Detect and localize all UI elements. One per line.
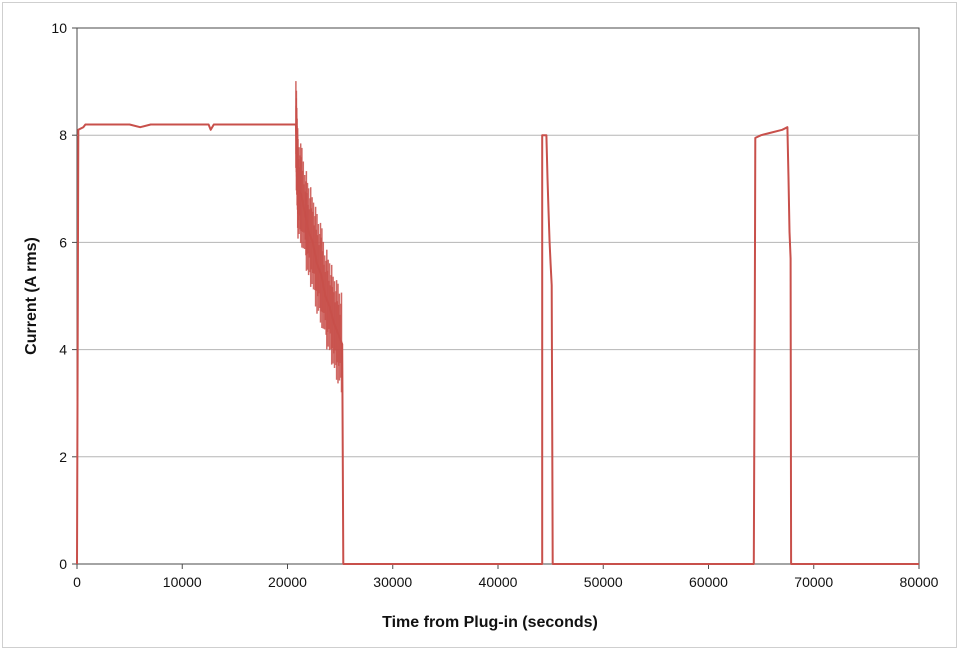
x-tick-label: 40000 xyxy=(479,574,518,590)
y-tick-label: 4 xyxy=(59,342,67,358)
y-tick-labels: 0 2 4 6 8 10 xyxy=(51,20,77,572)
y-tick-label: 10 xyxy=(51,20,67,36)
x-tick-label: 60000 xyxy=(689,574,728,590)
x-tick-label: 10000 xyxy=(163,574,202,590)
series-group xyxy=(76,81,919,565)
x-tick-label: 0 xyxy=(73,574,81,590)
plot-area xyxy=(76,27,920,565)
y-tick-label: 6 xyxy=(59,234,67,250)
y-axis-title: Current (A rms) xyxy=(23,237,40,355)
y-tick-label: 8 xyxy=(59,127,67,143)
x-tick-label: 20000 xyxy=(268,574,307,590)
x-tick-label: 50000 xyxy=(584,574,623,590)
x-axis-title: Time from Plug-in (seconds) xyxy=(382,614,598,631)
x-tick-label: 80000 xyxy=(900,574,939,590)
y-tick-label: 0 xyxy=(59,556,67,572)
y-tick-label: 2 xyxy=(59,449,67,465)
x-tick-label: 70000 xyxy=(794,574,833,590)
gridlines xyxy=(77,134,919,458)
x-tick-label: 30000 xyxy=(373,574,412,590)
series-ripple xyxy=(295,81,343,393)
x-tick-labels: 0 10000 20000 30000 40000 50000 60000 70000 8000… xyxy=(73,564,939,590)
